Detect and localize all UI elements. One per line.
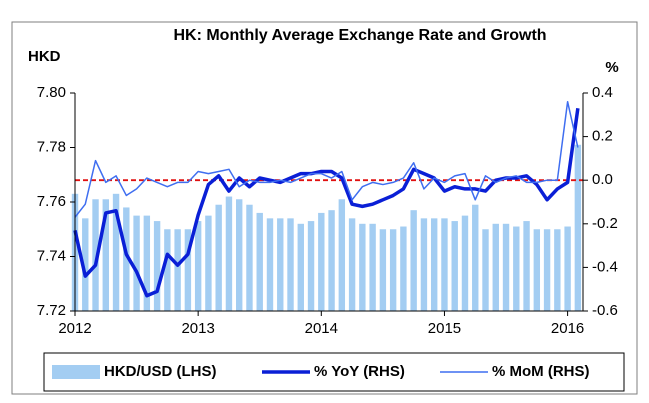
bar [430, 218, 438, 311]
legend-swatch [52, 365, 100, 379]
bar [102, 199, 109, 311]
chart-title: HK: Monthly Average Exchange Rate and Gr… [173, 27, 547, 44]
bar [133, 215, 140, 311]
bar [82, 218, 89, 311]
bar [513, 226, 520, 311]
bar [420, 218, 428, 311]
bar [410, 210, 417, 311]
bar [564, 226, 571, 311]
legend-box [43, 352, 625, 392]
y2-tick-label: -0.6 [592, 302, 618, 319]
bar [318, 212, 325, 311]
bar [123, 207, 130, 311]
x-tick-label: 2012 [58, 320, 91, 337]
bar [533, 229, 541, 311]
bar [164, 229, 171, 311]
y2-tick-label: -0.2 [592, 215, 618, 232]
bar [502, 223, 510, 311]
bar [400, 226, 407, 311]
bar [287, 218, 294, 311]
bar [225, 196, 233, 311]
bar [338, 199, 346, 311]
y-tick-label: 7.78 [37, 138, 66, 155]
x-tick-label: 2014 [305, 320, 338, 337]
bar [389, 229, 397, 311]
x-tick-label: 2016 [551, 320, 584, 337]
y-tick-label: 7.74 [37, 247, 66, 264]
bar [359, 223, 366, 311]
bar [277, 218, 284, 311]
x-tick-label: 2013 [181, 320, 214, 337]
legend-label: % MoM (RHS) [492, 363, 590, 380]
bar [379, 229, 387, 311]
bar [246, 204, 253, 311]
y-axis-label: HKD [28, 48, 61, 65]
line-series [74, 100, 579, 218]
y2-axis-label: % [605, 59, 618, 76]
y2-tick-label: 0.2 [592, 128, 613, 145]
bar [523, 221, 530, 311]
y-tick-label: 7.80 [37, 84, 66, 101]
bar [543, 229, 551, 311]
bar [184, 229, 192, 311]
y2-tick-label: -0.4 [592, 258, 618, 275]
x-tick-label: 2015 [428, 320, 461, 337]
bar [307, 221, 315, 311]
bar [112, 193, 120, 311]
bar [215, 204, 222, 311]
y-tick-label: 7.76 [37, 193, 66, 210]
bar [194, 221, 202, 311]
bar [451, 221, 458, 311]
bar [472, 204, 479, 311]
bar [574, 144, 582, 311]
legend-label: % YoY (RHS) [314, 363, 405, 380]
bar [92, 199, 99, 311]
bar [297, 223, 304, 311]
bar [153, 221, 161, 311]
bar [554, 229, 561, 311]
bar [266, 218, 274, 311]
bar [348, 218, 356, 311]
bar [369, 223, 376, 311]
y2-tick-label: 0.4 [592, 84, 613, 101]
bar [205, 215, 212, 311]
bar [492, 223, 499, 311]
legend-label: HKD/USD (LHS) [104, 363, 217, 380]
bar [328, 210, 335, 311]
y-tick-label: 7.72 [37, 302, 66, 319]
bar [236, 199, 243, 311]
bar [441, 218, 448, 311]
bar [256, 212, 263, 311]
y2-tick-label: 0.0 [592, 171, 613, 188]
bar [174, 229, 181, 311]
bar [143, 215, 151, 311]
bar [461, 215, 469, 311]
bar [482, 229, 489, 311]
